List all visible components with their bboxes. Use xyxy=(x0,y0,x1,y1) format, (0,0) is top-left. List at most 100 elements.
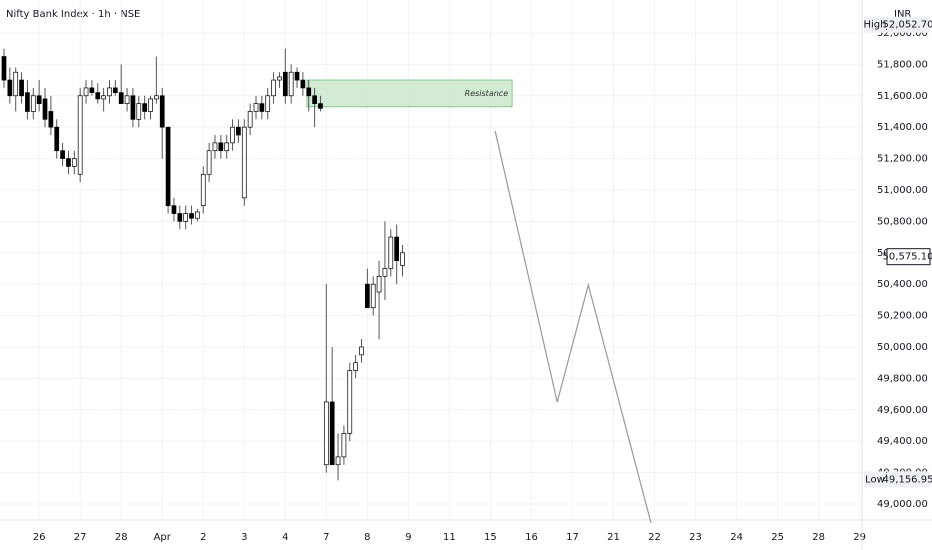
candle-body xyxy=(394,236,400,261)
candle-body xyxy=(318,103,323,109)
candle-body xyxy=(382,268,388,277)
candle-body xyxy=(77,95,83,175)
x-tick-label: 8 xyxy=(364,532,370,543)
candle-body xyxy=(159,95,165,128)
x-tick-label: 21 xyxy=(607,532,620,543)
candle-body xyxy=(165,126,171,207)
candle-body xyxy=(253,103,259,112)
y-tick-label: 49,800.00 xyxy=(877,373,928,384)
candle-body xyxy=(294,71,300,81)
candle-body xyxy=(230,126,235,144)
y-tick-label: 50,800.00 xyxy=(877,216,928,227)
y-tick-label: 51,800.00 xyxy=(877,59,928,70)
y-tick-label: 49,400.00 xyxy=(877,436,928,447)
x-tick-label: 3 xyxy=(241,532,247,543)
projection-line xyxy=(494,130,652,524)
candle-body xyxy=(218,142,224,152)
badge-bg xyxy=(864,471,886,488)
x-tick-label: 25 xyxy=(771,532,784,543)
x-tick-label: Apr xyxy=(154,532,172,543)
candle-body xyxy=(171,205,177,214)
candle-body xyxy=(400,252,405,266)
candle-body xyxy=(271,79,276,97)
x-tick-label: 15 xyxy=(484,532,497,543)
x-tick-label: 2 xyxy=(200,532,206,543)
candle-body xyxy=(112,87,118,93)
badge-label: Low xyxy=(865,474,885,485)
x-tick-label: 16 xyxy=(525,532,538,543)
candle-body xyxy=(148,98,153,112)
candle-body xyxy=(54,126,60,152)
candle-body xyxy=(83,87,89,97)
candle-body xyxy=(177,213,183,222)
candle-body xyxy=(347,370,353,434)
x-tick-label: 28 xyxy=(115,532,128,543)
candle-body xyxy=(95,92,101,100)
candle-body xyxy=(353,362,358,371)
candle-body xyxy=(48,111,54,128)
candle-body xyxy=(306,87,312,97)
candle-body xyxy=(288,71,294,97)
x-tick-label: 28 xyxy=(812,532,825,543)
y-tick-label: 50,200.00 xyxy=(877,311,928,322)
resistance-label: Resistance xyxy=(465,89,509,98)
candle-body xyxy=(277,76,282,81)
y-tick-label: 52,000.00 xyxy=(877,28,928,39)
candle-body xyxy=(388,236,394,269)
candle-body xyxy=(236,126,241,136)
x-tick-label: 17 xyxy=(566,532,579,543)
candle-body xyxy=(200,173,206,207)
candle-body xyxy=(130,95,136,120)
candle-body xyxy=(30,95,36,112)
candle-body xyxy=(71,158,77,167)
y-tick-label: 50,400.00 xyxy=(877,279,928,290)
y-tick-label: 50,000.00 xyxy=(877,342,928,353)
candle-body xyxy=(107,87,112,97)
candle-body xyxy=(259,103,265,112)
badge-value: 49,156.95 xyxy=(883,474,932,485)
candle-body xyxy=(7,79,13,97)
candle-body xyxy=(335,456,341,466)
candle-body xyxy=(25,92,30,112)
candle-body xyxy=(300,79,306,89)
candle-body xyxy=(224,142,230,152)
candle-body xyxy=(376,275,382,293)
badge-bg xyxy=(864,16,886,33)
candle-body xyxy=(19,79,24,97)
candle-body xyxy=(265,95,271,112)
candle-body xyxy=(118,92,124,104)
candle-body xyxy=(154,95,159,100)
badge-label: High xyxy=(864,20,887,31)
y-tick-label: 51,200.00 xyxy=(877,154,928,165)
candle-body xyxy=(341,432,347,458)
candle-body xyxy=(359,346,364,356)
candle-body xyxy=(329,401,335,466)
x-tick-label: 9 xyxy=(405,532,411,543)
x-tick-label: 4 xyxy=(282,532,288,543)
candle-body xyxy=(142,103,147,112)
y-tick-label: 51,400.00 xyxy=(877,122,928,133)
candle-body xyxy=(136,103,142,120)
x-tick-label: 7 xyxy=(323,532,329,543)
y-tick-label: 51,600.00 xyxy=(877,91,928,102)
candle-body xyxy=(36,95,42,104)
x-tick-label: 11 xyxy=(443,532,456,543)
badge-bg xyxy=(887,16,930,33)
badge-value: 50,575.10 xyxy=(883,252,932,263)
candle-body xyxy=(66,158,71,167)
currency: INR xyxy=(894,9,911,20)
badge-value: 52,052.70 xyxy=(883,20,932,31)
x-tick-label: 23 xyxy=(689,532,702,543)
x-tick-label: 29 xyxy=(853,532,866,543)
candle-body xyxy=(370,283,376,309)
y-tick-label: 49,000.00 xyxy=(877,499,928,510)
candle-body xyxy=(365,283,370,309)
candle-body xyxy=(323,401,329,466)
candle-body xyxy=(13,71,19,97)
candle-body xyxy=(206,150,212,175)
candle-body xyxy=(183,213,189,222)
x-tick-label: 27 xyxy=(74,532,87,543)
candle-body xyxy=(212,142,218,152)
chart-title: Nifty Bank Index · 1h · NSE xyxy=(6,9,140,20)
